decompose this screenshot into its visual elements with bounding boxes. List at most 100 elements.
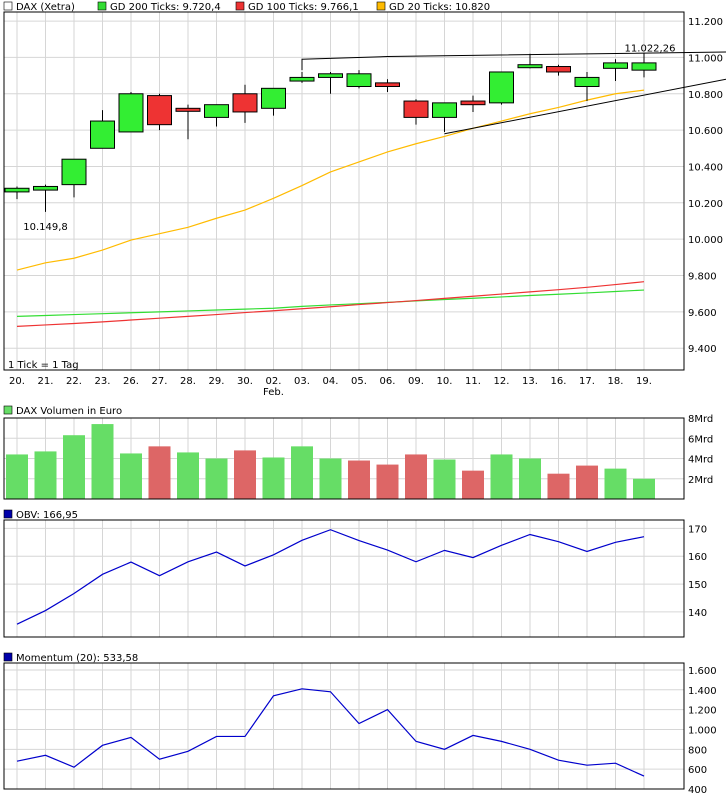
momentum-tick-label: 1.600 — [688, 666, 717, 677]
volume-bar — [6, 454, 28, 499]
tick-note: 1 Tick = 1 Tag — [8, 360, 79, 371]
volume-tick-label: 4Mrd — [688, 455, 713, 466]
x-tick-label: 18. — [608, 376, 624, 387]
volume-bar — [177, 452, 199, 499]
volume-bar — [376, 464, 399, 499]
momentum-line — [16, 688, 645, 777]
candle-body — [204, 104, 229, 118]
volume-tick-label: 2Mrd — [688, 475, 713, 486]
momentum-panel-frame — [3, 662, 685, 790]
volume-bar — [490, 454, 513, 499]
legend-swatch — [3, 405, 13, 415]
momentum-tick-label: 400 — [688, 785, 707, 796]
x-tick-label: 06. — [380, 376, 396, 387]
x-tick-label: 11. — [465, 376, 481, 387]
legend-label: DAX Volumen in Euro — [16, 406, 122, 417]
x-tick-label: 09. — [408, 376, 424, 387]
candle-body — [61, 158, 87, 186]
candle-body — [90, 120, 115, 149]
x-tick-label: 16. — [551, 376, 567, 387]
x-tick-label: 22. — [66, 376, 82, 387]
legend-label: OBV: 166,95 — [16, 510, 78, 521]
x-tick-label: 17. — [579, 376, 595, 387]
candle-body — [489, 71, 514, 104]
legend-label: GD 100 Ticks: 9.766,1 — [248, 2, 359, 13]
obv-tick-label: 160 — [688, 552, 707, 563]
x-tick-label: 19. — [636, 376, 652, 387]
x-tick-label: 30. — [237, 376, 253, 387]
volume-bar — [576, 465, 598, 499]
legend-label: Momentum (20): 533,58 — [16, 653, 138, 664]
candle-body — [546, 66, 571, 73]
legend-swatch — [3, 1, 13, 11]
candle-body — [289, 76, 315, 82]
obv-panel-frame — [3, 519, 685, 638]
candle-body — [33, 185, 58, 191]
x-tick-label: 27. — [152, 376, 168, 387]
volume-bar — [633, 478, 655, 499]
volume-bar — [547, 473, 570, 499]
obv-tick-label: 170 — [688, 524, 707, 535]
volume-tick-label: 8Mrd — [688, 414, 713, 425]
candle-body — [460, 100, 486, 106]
price-tick-label: 10.800 — [688, 90, 723, 101]
candle-body — [261, 87, 286, 109]
candle-body — [574, 76, 600, 88]
price-tick-label: 10.400 — [688, 162, 723, 173]
price-tick-label: 11.200 — [688, 17, 723, 28]
volume-bar — [34, 451, 57, 499]
x-tick-label: 21. — [38, 376, 54, 387]
legend-swatch — [3, 652, 13, 662]
x-tick-label: 12. — [494, 376, 510, 387]
volume-bar — [604, 468, 627, 499]
momentum-tick-label: 1.000 — [688, 725, 717, 736]
x-tick-label: 03. — [294, 376, 310, 387]
obv-line — [16, 529, 645, 625]
volume-panel-frame — [3, 417, 685, 500]
resistance-line — [301, 51, 726, 71]
price-tick-label: 9.800 — [688, 272, 717, 283]
price-panel-frame — [3, 11, 685, 371]
volume-bar — [319, 458, 342, 499]
legend-swatch — [97, 1, 107, 11]
price-tick-label: 10.000 — [688, 235, 723, 246]
x-tick-label: 20. — [9, 376, 25, 387]
x-tick-label: 13. — [522, 376, 538, 387]
candle-body — [631, 62, 657, 71]
momentum-tick-label: 800 — [688, 745, 707, 756]
volume-bar — [405, 454, 427, 499]
candle-body — [375, 82, 400, 88]
ma-line — [16, 281, 645, 327]
volume-bar — [63, 435, 85, 499]
price-tick-label: 10.200 — [688, 199, 723, 210]
volume-bar — [348, 460, 370, 499]
price-tick-label: 11.000 — [688, 53, 723, 64]
volume-bar — [433, 459, 456, 499]
volume-bar — [462, 470, 484, 499]
momentum-tick-label: 1.200 — [688, 706, 717, 717]
price-tick-label: 9.600 — [688, 308, 717, 319]
candle-body — [118, 93, 144, 133]
momentum-tick-label: 1.400 — [688, 686, 717, 697]
candle-body — [403, 100, 429, 118]
volume-bar — [262, 457, 285, 499]
obv-tick-label: 150 — [688, 580, 707, 591]
x-tick-label: 28. — [180, 376, 196, 387]
legend-label: GD 20 Ticks: 10.820 — [389, 2, 490, 13]
legend-swatch — [3, 509, 13, 519]
x-tick-label: 02. — [266, 376, 282, 387]
support-line — [444, 78, 726, 135]
x-tick-label: 23. — [95, 376, 111, 387]
candle-body — [346, 73, 372, 88]
legend-label: GD 200 Ticks: 9.720,4 — [110, 2, 221, 13]
candle-body — [318, 73, 343, 78]
x-tick-label: 05. — [351, 376, 367, 387]
x-tick-label: 04. — [323, 376, 339, 387]
candle-body — [432, 102, 457, 118]
candle-body — [175, 107, 201, 112]
x-tick-label: 10. — [437, 376, 453, 387]
legend-label: DAX (Xetra) — [16, 2, 75, 13]
legend-swatch — [376, 1, 386, 11]
candle-body — [603, 62, 628, 69]
